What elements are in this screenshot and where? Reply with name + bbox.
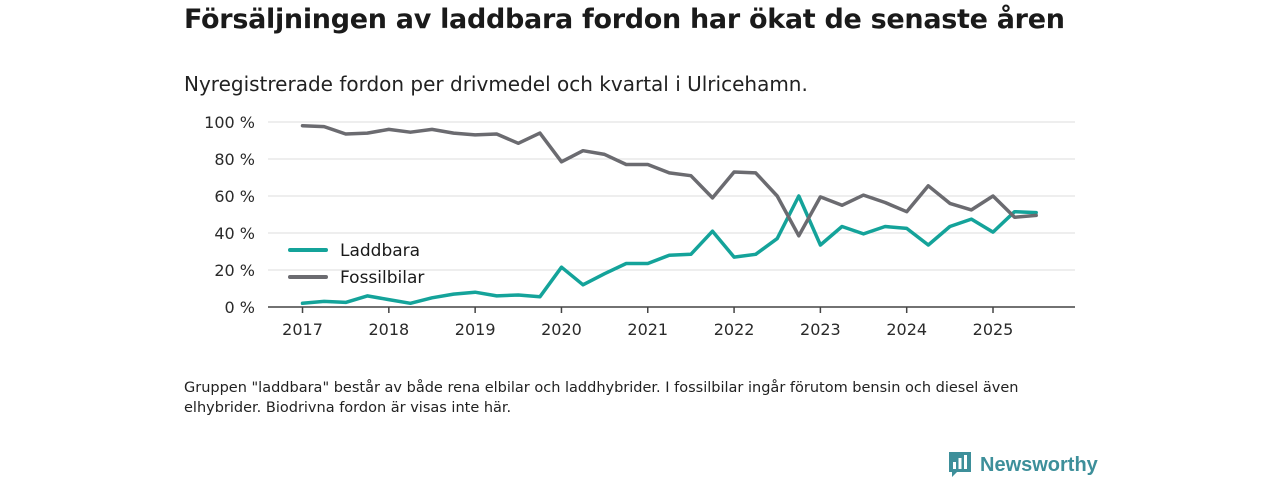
x-tick-label: 2018	[368, 320, 409, 339]
brand-logo[interactable]: Newsworthy	[948, 451, 1098, 479]
axes: 0 % 20 % 40 % 60 % 80 % 100 % 2017 2018 2019 2020…	[204, 113, 1075, 339]
y-tick-label: 100 %	[204, 113, 255, 132]
x-tick-label: 2022	[714, 320, 755, 339]
x-tick-label: 2025	[973, 320, 1014, 339]
legend: Laddbara Fossilbilar	[288, 241, 424, 288]
y-tick-label: 60 %	[214, 187, 255, 206]
y-tick-label: 0 %	[225, 298, 255, 317]
chart-subtitle: Nyregistrerade fordon per drivmedel och …	[184, 72, 808, 96]
brand-name: Newsworthy	[980, 453, 1098, 476]
fossilbilar-line	[300, 123, 1038, 238]
x-tick-label: 2024	[886, 320, 927, 339]
legend-label: Laddbara	[340, 241, 420, 261]
series-lines	[300, 123, 1038, 306]
y-tick-label: 20 %	[214, 261, 255, 280]
laddbara-line	[300, 194, 1038, 306]
footnote: Gruppen "laddbara" består av både rena e…	[184, 380, 1019, 416]
legend-label: Fossilbilar	[340, 268, 424, 288]
x-tick-label: 2020	[541, 320, 582, 339]
y-tick-label: 40 %	[214, 224, 255, 243]
y-tick-label: 80 %	[214, 150, 255, 169]
x-tick-label: 2021	[627, 320, 668, 339]
x-tick-label: 2023	[800, 320, 841, 339]
x-tick-label: 2017	[282, 320, 323, 339]
line-chart: 0 % 20 % 40 % 60 % 80 % 100 % 2017 2018 2019 2020…	[204, 113, 1075, 339]
x-tick-label: 2019	[455, 320, 496, 339]
chart-title: Försäljningen av laddbara fordon har öka…	[184, 4, 1065, 35]
newsworthy-logo-icon	[949, 452, 971, 477]
